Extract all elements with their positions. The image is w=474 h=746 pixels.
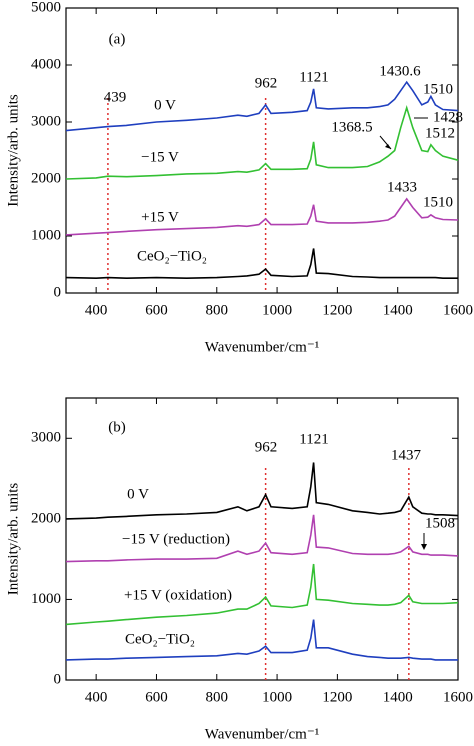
series-label: −15 V [141, 149, 179, 165]
y-tick-label: 4000 [31, 56, 61, 72]
x-tick-label: 800 [206, 302, 229, 318]
x-tick-label: 1400 [383, 302, 413, 318]
peak-annotation: 1510 [423, 194, 453, 210]
peak-annotation: 1430.6 [379, 63, 421, 79]
y-tick-label: 1000 [31, 591, 61, 607]
peak-annotation: 1508 [425, 515, 455, 531]
spectrum-line [65, 619, 458, 661]
spectrum-line [65, 248, 458, 280]
peak-annotation: 1368.5 [331, 119, 372, 135]
peak-annotation: 1437 [391, 447, 422, 463]
series-label: −15 V (reduction) [122, 531, 230, 547]
peak-annotation: 1121 [299, 69, 328, 85]
peak-annotation: 1510 [423, 81, 453, 97]
x-tick-label: 600 [145, 302, 168, 318]
y-tick-label: 2000 [31, 170, 61, 186]
x-tick-label: 1400 [383, 689, 413, 705]
x-tick-label: 800 [206, 689, 229, 705]
series-label: +15 V (oxidation) [124, 587, 232, 603]
series-label: CeO₂−TiO₂ [125, 631, 195, 647]
x-tick-label: 1000 [262, 302, 292, 318]
arrow-head [421, 544, 427, 550]
plot-frame [65, 397, 459, 681]
x-axis-label: Wavenumber/cm⁻¹ [205, 339, 320, 355]
spectrum-line [65, 514, 459, 563]
arrow-head [385, 144, 391, 149]
series-label: 0 V [154, 97, 176, 113]
x-tick-label: 1200 [322, 302, 352, 318]
y-tick-label: 3000 [31, 113, 61, 129]
y-tick-label: 1000 [31, 227, 61, 243]
plot-frame [65, 7, 459, 294]
series-label: 0 V [127, 486, 149, 502]
x-tick-label: 1600 [443, 302, 473, 318]
y-axis-label: Intensity/arb. units [5, 483, 21, 596]
spectrum-line [65, 105, 459, 180]
peak-annotation: 1121 [299, 431, 328, 447]
x-tick-label: 1000 [262, 689, 292, 705]
x-tick-label: 1200 [322, 689, 352, 705]
spectrum-line [65, 563, 459, 626]
peak-annotation: 1428 [433, 109, 463, 125]
y-tick-label: 5000 [31, 0, 61, 15]
y-tick-label: 0 [54, 284, 62, 300]
peak-annotation: 1512 [425, 125, 455, 141]
x-tick-label: 400 [85, 689, 108, 705]
spectrum-line [65, 462, 459, 520]
x-tick-label: 400 [85, 302, 108, 318]
panel-label: (a) [109, 31, 126, 47]
panel-label: (b) [108, 419, 126, 435]
y-tick-label: 3000 [31, 430, 61, 446]
peak-annotation: 1433 [387, 179, 417, 195]
series-label: CeO₂−TiO₂ [137, 248, 207, 264]
y-tick-label: 2000 [31, 510, 61, 526]
peak-annotation: 439 [104, 89, 127, 105]
x-tick-label: 600 [145, 689, 168, 705]
spectrum-line [65, 80, 459, 132]
spectrum-line [65, 197, 459, 236]
x-tick-label: 1600 [443, 689, 473, 705]
series-label: +15 V [141, 209, 179, 225]
peak-annotation: 962 [255, 439, 278, 455]
peak-annotation: 962 [255, 75, 278, 91]
x-axis-label: Wavenumber/cm⁻¹ [205, 726, 320, 742]
y-tick-label: 0 [54, 671, 62, 687]
y-axis-label: Intensity/arb. units [5, 94, 21, 207]
